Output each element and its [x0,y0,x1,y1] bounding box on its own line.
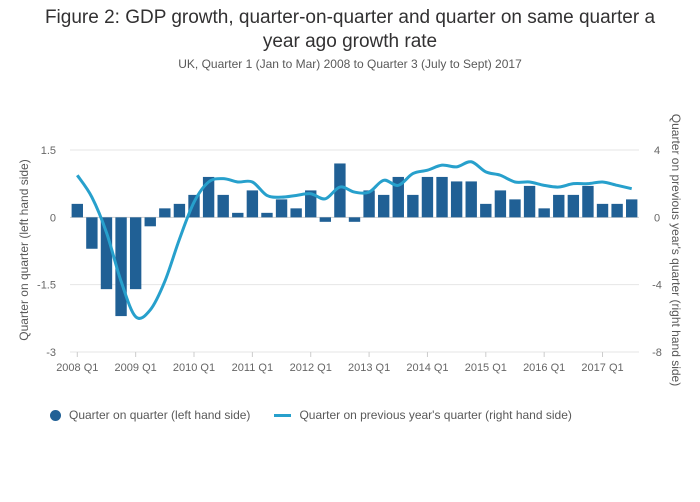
bar [159,208,171,218]
bar [129,217,142,290]
x-tick-label: 2014 Q1 [406,362,448,374]
bar [538,208,550,218]
series-line [76,160,633,320]
bar [626,199,638,218]
chart-title-line-1: Figure 2: GDP growth, quarter-on-quarter… [44,7,656,28]
bar [348,217,361,222]
bar [188,194,200,218]
y-axis-right-title: Quarter on previous year's quarter (righ… [669,114,683,386]
x-tick-label: 2010 Q1 [173,362,215,374]
bar [392,176,404,218]
bar [596,203,609,218]
x-tick-label: 2017 Q1 [581,362,623,374]
bar [421,176,434,218]
bar [202,176,215,218]
y-axis-left-title: Quarter on quarter (left hand side) [17,159,31,340]
bar [232,212,244,218]
bar [86,217,98,249]
chart-title-line-2: year ago growth rate [262,31,438,52]
bar [509,199,521,218]
legend-label-line: Quarter on previous year's quarter (righ… [299,408,572,422]
bar [173,203,186,218]
bar [305,190,317,218]
y-right-tick-label: 4 [654,145,660,157]
bar [261,212,273,218]
x-tick-label: 2009 Q1 [115,362,157,374]
bar [465,181,477,218]
x-tick-label: 2011 Q1 [232,362,273,374]
bar [407,194,419,218]
x-tick-label: 2015 Q1 [465,362,507,374]
x-tick-label: 2016 Q1 [523,362,565,374]
bar [553,194,565,218]
bar [363,190,375,218]
bar [567,194,580,218]
legend-bar-marker-icon [50,409,61,421]
bar [100,217,113,290]
bar [71,203,83,218]
chart-subtitle: UK, Quarter 1 (Jan to Mar) 2008 to Quart… [178,57,522,71]
x-tick-label: 2013 Q1 [348,362,390,374]
legend-label-bars: Quarter on quarter (left hand side) [69,408,251,422]
bar [450,181,463,218]
x-tick-label: 2012 Q1 [290,362,332,374]
bar [334,163,346,218]
legend-item-bars[interactable]: Quarter on quarter (left hand side) [50,408,250,422]
bar [319,217,332,222]
bar [246,190,259,218]
bar [144,217,156,227]
y-right-tick-label: -8 [652,347,662,359]
bar [436,176,448,218]
legend-item-line[interactable]: Quarter on previous year's quarter (righ… [274,408,572,422]
y-left-tick-label: -1.5 [37,280,56,292]
y-left-tick-label: 1.5 [41,145,56,157]
chart-legend: Quarter on quarter (left hand side) Quar… [50,408,596,422]
bar [290,208,302,218]
y-left-tick-label: -3 [46,347,56,359]
x-tick-label: 2008 Q1 [56,362,98,374]
y-right-tick-label: 0 [654,212,660,224]
bar [523,185,536,218]
bar [217,194,229,218]
bar [115,217,127,317]
bar [480,203,492,218]
legend-line-marker-icon [274,413,292,417]
bar [494,190,507,218]
bar [611,203,623,218]
y-left-tick-label: 0 [50,212,56,224]
y-right-tick-label: -4 [652,280,662,292]
chart-title: Figure 2: GDP growth, quarter-on-quarter… [0,6,700,54]
bar [275,199,288,218]
bar [377,194,390,218]
bar [582,185,594,218]
